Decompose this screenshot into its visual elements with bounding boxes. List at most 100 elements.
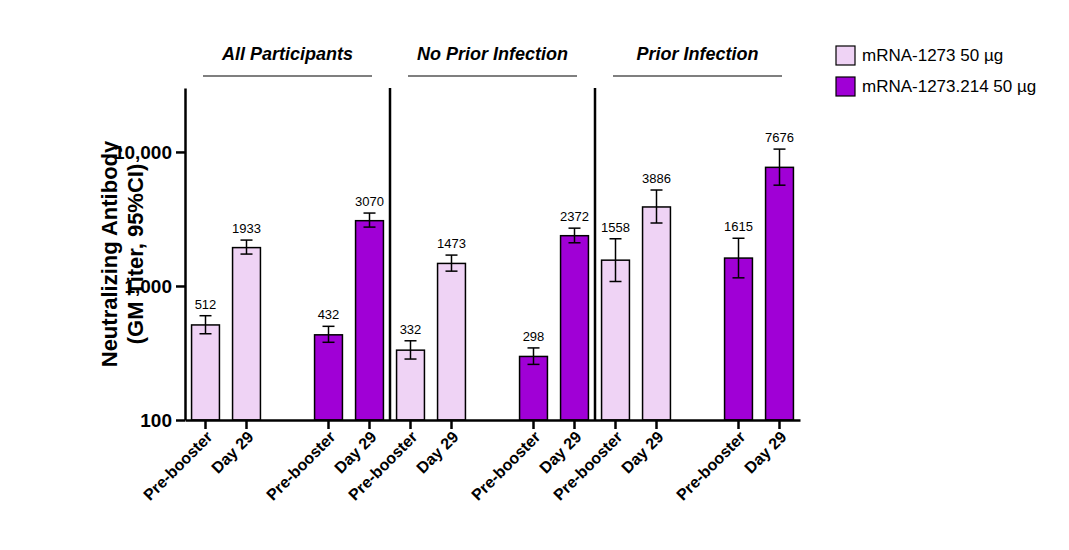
bar [356,221,384,420]
x-tick: Day 29 [618,420,667,477]
panel-separators [390,88,595,420]
x-axis: Pre-boosterDay 29Pre-boosterDay 29Pre-bo… [140,420,800,504]
error-cap [405,340,417,342]
error-bar [205,316,207,334]
error-bar [246,240,248,254]
bar [520,356,548,420]
x-tick-mark [409,420,412,429]
panel-titles: All ParticipantsNo Prior InfectionPrior … [203,44,782,76]
x-tick-label: Day 29 [413,428,462,477]
bar [766,167,794,420]
bar [315,335,343,420]
error-cap [733,238,745,240]
error-cap [733,277,745,279]
x-tick-mark [368,420,371,429]
data-label: 1933 [232,221,261,236]
x-tick: Pre-booster [468,420,544,504]
panel-title: No Prior Infection [417,44,568,64]
y-tick-mark [176,151,185,154]
x-tick-label: Pre-booster [468,428,544,504]
legend: mRNA-1273 50 µg mRNA-1273.214 50 µg [836,46,1036,96]
x-tick-mark [778,420,781,429]
x-tick-label: Day 29 [741,428,790,477]
x-tick-label: Pre-booster [140,428,216,504]
legend-label: mRNA-1273.214 50 µg [862,77,1036,96]
y-axis-title: Neutralizing Antibody(GM Titer, 95%CI) [97,140,148,367]
x-tick: Pre-booster [140,420,216,504]
data-label: 3886 [642,171,671,186]
y-tick-mark [176,285,185,288]
y-axis-title-line: Neutralizing Antibody [97,140,122,367]
error-bar [615,239,617,282]
error-cap [446,270,458,272]
y-axis: 1001,00010,000 [114,89,186,431]
error-cap [651,222,663,224]
y-tick-label: 10,000 [114,142,172,163]
error-bar [410,341,412,359]
bar [438,263,466,420]
legend-swatch [836,46,855,65]
x-tick-mark [450,420,453,429]
data-label: 298 [523,329,545,344]
x-tick: Day 29 [208,420,257,477]
bar [233,248,261,420]
chart: 5121933332147315583886432307029823721615… [0,0,1069,550]
data-label: 512 [195,297,217,312]
error-cap [774,184,786,186]
x-tick-label: Day 29 [618,428,667,477]
error-cap [610,238,622,240]
panel-title: All Participants [221,44,353,64]
error-bar [451,255,453,271]
error-cap [323,342,335,344]
panel-separator [594,88,597,420]
data-labels: 5121933332147315583886432307029823721615… [195,130,794,344]
data-label: 1473 [437,236,466,251]
data-label: 7676 [765,130,794,145]
panel-underline [613,75,782,76]
x-tick-mark [245,420,248,429]
data-label: 2372 [560,209,589,224]
panel-underline [203,75,372,76]
error-bar [738,238,740,278]
x-tick: Pre-booster [263,420,339,504]
bar [725,258,753,420]
data-label: 3070 [355,194,384,209]
y-axis-title-line: (GM Titer, 95%CI) [123,164,148,345]
legend-item: mRNA-1273.214 50 µg [836,77,1036,96]
panel-underline [408,75,577,76]
x-tick-label: Pre-booster [673,428,749,504]
panel-separator [389,88,392,420]
error-cap [651,189,663,191]
error-cap [200,315,212,317]
y-tick-mark [176,419,185,422]
data-label: 332 [400,322,422,337]
legend-swatch [836,77,855,96]
bar [602,260,630,420]
error-bar [574,228,576,243]
y-tick: 100 [140,410,185,431]
error-cap [528,364,540,366]
bar [397,350,425,420]
x-axis-line [186,419,801,422]
legend-label: mRNA-1273 50 µg [862,46,1003,65]
x-tick: Pre-booster [345,420,421,504]
plot-area [192,149,794,420]
x-tick: Day 29 [413,420,462,477]
x-tick-mark [614,420,617,429]
error-cap [364,212,376,214]
x-tick-mark [573,420,576,429]
data-label: 1558 [601,220,630,235]
x-tick-label: Pre-booster [550,428,626,504]
x-tick-mark [655,420,658,429]
y-axis-line [184,89,187,421]
data-label: 432 [318,307,340,322]
error-cap [241,239,253,241]
x-tick-label: Day 29 [208,428,257,477]
y-tick: 10,000 [114,142,185,163]
x-tick: Day 29 [741,420,790,477]
error-bar [369,213,371,227]
error-cap [446,254,458,256]
error-cap [241,253,253,255]
error-cap [323,326,335,328]
x-tick: Pre-booster [550,420,626,504]
